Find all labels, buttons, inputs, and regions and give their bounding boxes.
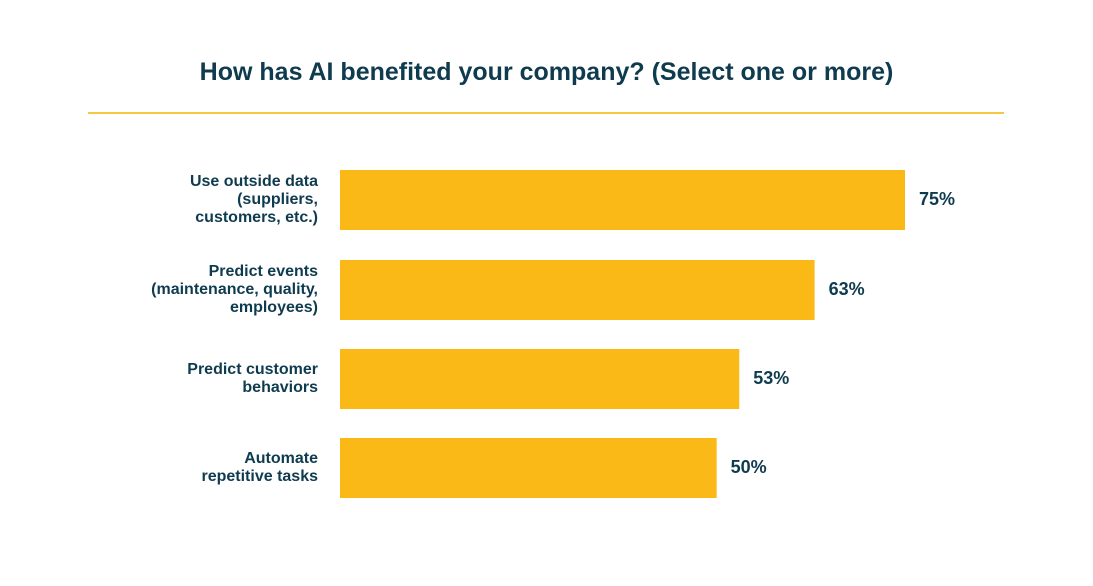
- bar-4: [340, 438, 717, 498]
- value-label-3: 53%: [753, 368, 789, 388]
- category-label-line: employees): [230, 299, 318, 316]
- category-label-line: repetitive tasks: [201, 468, 318, 485]
- category-label-line: Predict events: [209, 263, 318, 280]
- category-label-line: (suppliers,: [237, 191, 318, 208]
- category-label-line: (maintenance, quality,: [151, 281, 318, 298]
- value-label-1: 75%: [919, 189, 955, 209]
- category-label-line: customers, etc.): [195, 209, 318, 226]
- category-label-3: Predict customer behaviors: [187, 361, 318, 396]
- category-label-4: Automate repetitive tasks: [201, 450, 318, 485]
- category-label-line: Use outside data: [190, 173, 318, 190]
- bar-2: [340, 260, 815, 320]
- category-label-2: Predict events (maintenance, quality, empl…: [151, 263, 318, 316]
- category-label-line: behaviors: [242, 379, 318, 396]
- category-label-line: Predict customer: [187, 361, 318, 378]
- category-label-1: Use outside data (suppliers, customers, et…: [190, 173, 318, 226]
- chart-title: How has AI benefited your company? (Sele…: [199, 58, 894, 86]
- title-divider: [88, 112, 1004, 114]
- bar-1: [340, 170, 905, 230]
- bar-3: [340, 349, 740, 409]
- value-label-2: 63%: [829, 279, 865, 299]
- value-label-4: 50%: [731, 457, 767, 477]
- category-label-line: Automate: [244, 450, 318, 467]
